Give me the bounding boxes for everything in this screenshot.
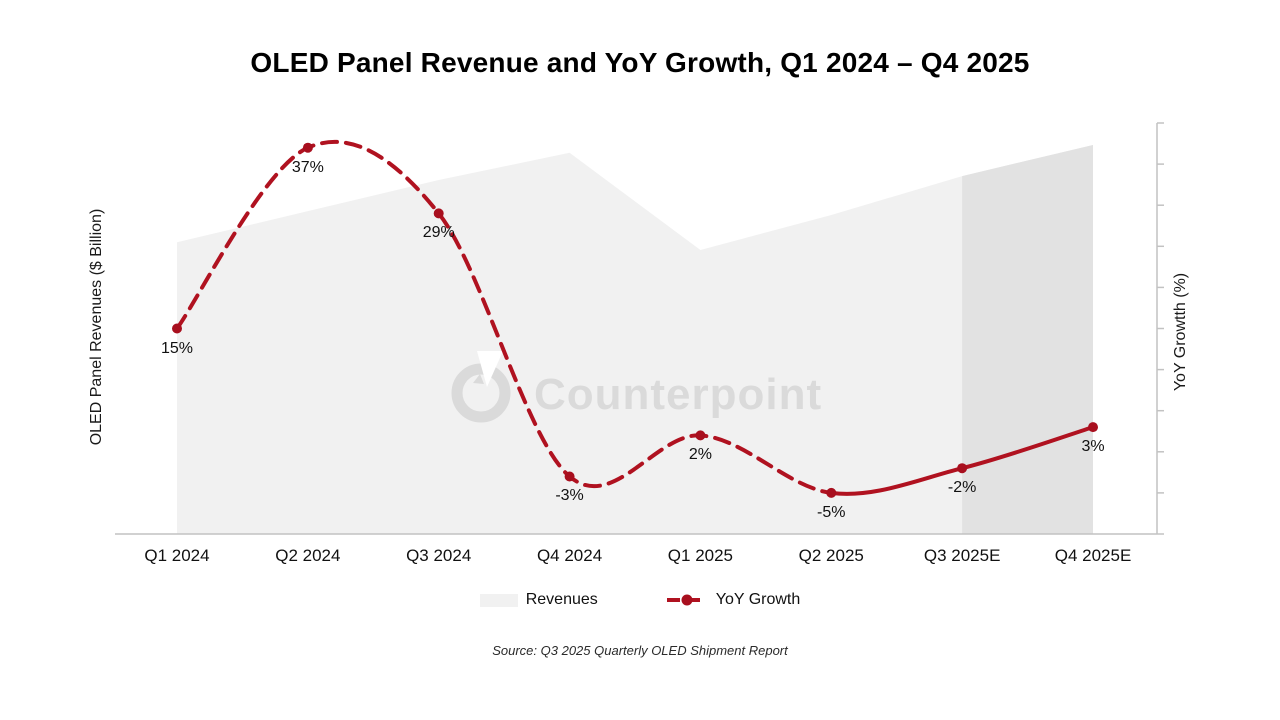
legend-label-revenues: Revenues xyxy=(525,591,598,608)
data-label: 37% xyxy=(291,158,324,176)
yoy-legend-marker-icon xyxy=(666,594,707,606)
data-label: -5% xyxy=(817,503,846,521)
watermark-text: Counterpoint xyxy=(534,370,822,419)
x-axis-label: Q4 2024 xyxy=(536,546,603,565)
x-axis-label: Q3 2025E xyxy=(923,546,1001,565)
yoy-data-point xyxy=(172,323,182,334)
data-label: 29% xyxy=(422,224,455,242)
x-axis-label: Q1 2024 xyxy=(144,546,210,565)
x-axis-label: Q1 2025 xyxy=(667,546,734,565)
counterpoint-logo-icon xyxy=(451,351,511,423)
source-note: Source: Q3 2025 Quarterly OLED Shipment … xyxy=(492,643,788,658)
data-label: 3% xyxy=(1081,438,1105,456)
legend-item-revenues: Revenues xyxy=(479,591,598,609)
legend: Revenues YoY Growth xyxy=(0,591,1280,609)
yoy-data-point xyxy=(1088,422,1098,433)
yoy-data-point xyxy=(826,487,837,498)
yoy-data-point xyxy=(302,142,313,153)
revenues-swatch xyxy=(479,593,518,607)
data-label: 15% xyxy=(160,339,194,357)
legend-item-yoy: YoY Growth xyxy=(666,591,801,609)
watermark: Counterpoint xyxy=(451,351,822,423)
chart-title: OLED Panel Revenue and YoY Growth, Q1 20… xyxy=(250,47,1030,78)
x-axis-label: Q4 2025E xyxy=(1054,546,1132,565)
data-label: -3% xyxy=(555,487,584,505)
yoy-markers xyxy=(172,142,1098,498)
forecast-band xyxy=(962,145,1093,534)
yoy-data-point xyxy=(564,471,575,482)
yoy-data-point xyxy=(433,208,444,219)
x-axis-label: Q3 2024 xyxy=(406,546,472,565)
x-axis-label: Q2 2025 xyxy=(798,546,864,565)
data-label: 2% xyxy=(688,446,712,464)
right-axis-ticks xyxy=(1157,122,1164,535)
x-axis-label: Q2 2024 xyxy=(275,546,341,565)
yoy-data-point xyxy=(695,430,706,441)
revenues-area xyxy=(177,145,1093,534)
yoy-data-point xyxy=(957,463,968,474)
data-label: -2% xyxy=(947,479,977,497)
legend-label-yoy: YoY Growth xyxy=(715,591,801,608)
